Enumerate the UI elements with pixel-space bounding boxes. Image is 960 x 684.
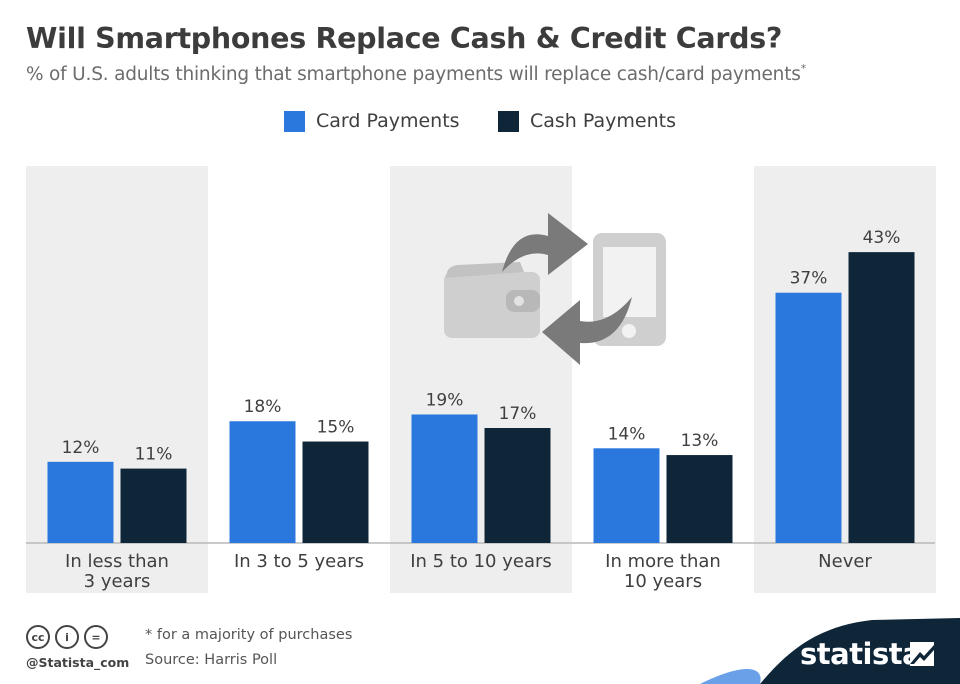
bar-card [775,292,842,543]
bar-cash [848,252,915,543]
data-label: 11% [135,445,173,465]
data-label: 37% [790,269,828,289]
category-label: 3 years [84,571,151,592]
bar-cash [666,455,733,543]
exchange-arrow-icon [502,213,632,365]
data-label: 17% [499,404,537,424]
legend-swatch-card [284,110,305,132]
legend: Card Payments Cash Payments [0,110,960,136]
cc-icon: cc [26,625,50,649]
chart-subtitle: % of U.S. adults thinking that smartphon… [26,62,807,85]
legend-label-card: Card Payments [316,110,460,132]
payment-illustration [444,213,666,365]
bar-cash [120,468,187,543]
category-label: Never [818,551,872,572]
data-label: 13% [681,431,719,451]
bar-card [593,448,660,543]
bar-cash [484,428,551,543]
subtitle-text: % of U.S. adults thinking that smartphon… [26,64,801,85]
bar-card [411,414,478,543]
chart-title: Will Smartphones Replace Cash & Credit C… [26,22,783,55]
category-label: In 5 to 10 years [410,551,552,572]
source-note: Source: Harris Poll [145,652,278,668]
legend-swatch-cash [498,110,519,132]
data-label: 14% [608,424,646,444]
category-label: In 3 to 5 years [234,551,364,572]
legend-label-cash: Cash Payments [530,110,676,132]
data-label: 18% [244,397,282,417]
data-label: 15% [317,418,355,438]
statista-handle: @Statista_com [26,655,130,670]
bar-card [47,461,114,543]
subtitle-footnote-marker: * [800,62,807,75]
bar-card [229,421,296,543]
category-label: 10 years [624,571,702,592]
category-label: In more than [605,551,721,572]
statista-logo-mark-icon [910,642,934,666]
data-label: 19% [426,390,464,410]
by-icon: i [55,625,79,649]
nd-icon: = [84,625,108,649]
statista-logo: statista [800,637,922,671]
data-label: 43% [863,228,901,248]
license-icons: cc i = [26,625,108,649]
legend-item-cash: Cash Payments [498,110,676,132]
legend-item-card: Card Payments [284,110,460,132]
data-label: 12% [62,438,100,458]
footnote: * for a majority of purchases [145,627,353,643]
bar-cash [302,441,369,543]
category-label: In less than [65,551,169,572]
